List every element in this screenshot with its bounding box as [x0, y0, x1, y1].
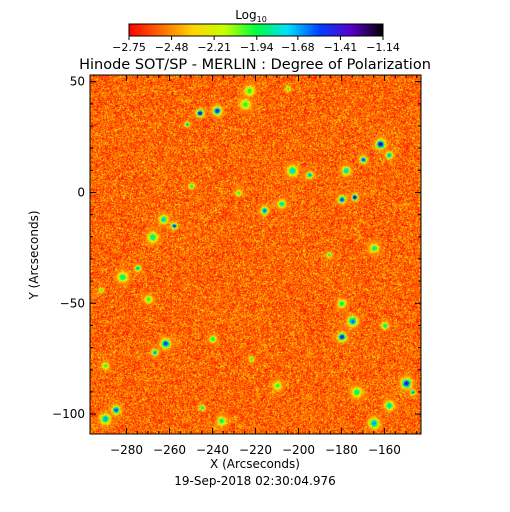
- colorbar-tick-label: −2.48: [155, 41, 189, 54]
- colorbar: Log10 −2.75 −2.48 −2.21 −1.94 −1.68 −1.41 −1.1…: [112, 8, 400, 54]
- x-tick-label: −180: [325, 443, 358, 457]
- colorbar-frame: [128, 23, 384, 37]
- y-tick-label: −100: [52, 407, 85, 421]
- chart-title: Hinode SOT/SP - MERLIN : Degree of Polar…: [79, 57, 431, 73]
- colorbar-tick-label: −1.94: [240, 41, 274, 54]
- y-axis-ticks: 50 0 −50 −100: [52, 75, 421, 421]
- colorbar-tick-label: −1.68: [281, 41, 315, 54]
- colorbar-tick-label: −2.75: [112, 41, 146, 54]
- colorbar-tick-label: −1.14: [366, 41, 400, 54]
- colorbar-gradient: [129, 24, 383, 36]
- x-tick-label: −220: [239, 443, 272, 457]
- x-tick-label: −160: [368, 443, 401, 457]
- x-tick-label: −240: [196, 443, 229, 457]
- x-axis-label: X (Arcseconds): [210, 457, 300, 471]
- y-tick-label: −50: [60, 296, 85, 310]
- colorbar-tick-label: −1.41: [324, 41, 358, 54]
- x-tick-label: −260: [153, 443, 186, 457]
- observation-timestamp: 19-Sep-2018 02:30:04.976: [174, 474, 336, 488]
- y-tick-label: 0: [77, 185, 85, 199]
- colorbar-title: Log10: [235, 8, 267, 24]
- x-tick-label: −280: [110, 443, 143, 457]
- colorbar-ticks: −2.75 −2.48 −2.21 −1.94 −1.68 −1.41 −1.14: [112, 36, 400, 54]
- x-axis-ticks: −280 −260 −240 −220 −200 −180 −160: [110, 75, 418, 457]
- x-tick-label: −200: [282, 443, 315, 457]
- y-tick-label: 50: [70, 75, 85, 89]
- plot-area: −280 −260 −240 −220 −200 −180 −160 50 0 −50 −100: [52, 74, 422, 457]
- polarization-map: [90, 75, 421, 434]
- colorbar-tick-label: −2.21: [197, 41, 231, 54]
- y-axis-label: Y (Arcseconds): [27, 210, 41, 300]
